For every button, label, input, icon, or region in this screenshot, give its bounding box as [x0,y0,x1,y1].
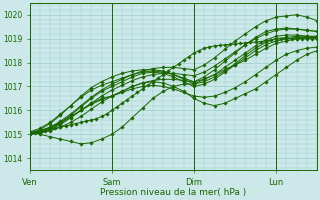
X-axis label: Pression niveau de la mer( hPa ): Pression niveau de la mer( hPa ) [100,188,247,197]
